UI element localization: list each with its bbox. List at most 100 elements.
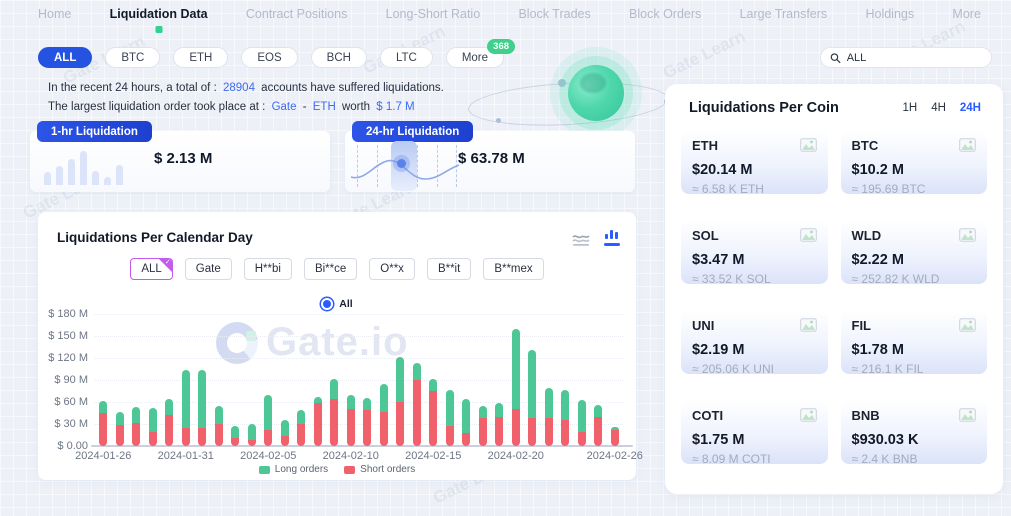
- long-orders-segment: [247, 424, 256, 441]
- exchange-filter-gate[interactable]: Gate✓: [184, 258, 232, 280]
- long-orders-segment: [429, 378, 438, 391]
- coin-amount: ≈ 252.82 K WLD: [851, 272, 940, 286]
- coin-card-bnb[interactable]: BNB $930.03 K ≈ 2.4 K BNB: [840, 400, 987, 466]
- short-orders-segment: [412, 380, 421, 446]
- coin-amount: ≈ 8.09 M COTI: [692, 452, 771, 466]
- coin-card-uni[interactable]: UNI $2.19 M ≈ 205.06 K UNI: [681, 310, 828, 376]
- exchange-filter-all[interactable]: ALL ✓: [130, 258, 173, 280]
- exchange-filter-oxxx[interactable]: O**x✓: [369, 258, 415, 280]
- coin-filter-btc[interactable]: BTC: [105, 47, 161, 68]
- coin-filter-more[interactable]: More 368: [445, 39, 516, 68]
- long-orders-segment: [412, 363, 421, 380]
- coin-symbol: COTI: [692, 408, 724, 423]
- coin-filter-ltc[interactable]: LTC: [379, 47, 433, 68]
- nav-item-contract-positions[interactable]: Contract Positions: [244, 3, 349, 25]
- period-tab-24h[interactable]: 24H: [959, 102, 981, 114]
- long-orders-segment: [346, 394, 355, 410]
- stacked-bar: [561, 390, 570, 446]
- globe-icon: [568, 65, 624, 121]
- long-orders-segment: [231, 426, 240, 438]
- stacked-bar: [99, 400, 108, 446]
- nav-item-liquidation-data[interactable]: Liquidation Data: [108, 3, 210, 33]
- one-hr-liquidation-card: 1-hr Liquidation $ 2.13 M: [30, 121, 330, 192]
- short-orders-segment: [297, 424, 306, 446]
- x-axis-line: [91, 445, 633, 447]
- coin-amount: ≈ 216.1 K FIL: [851, 362, 924, 376]
- summary-worth: worth: [341, 101, 371, 113]
- nav-item-more[interactable]: More: [950, 3, 982, 25]
- liquidated-accounts-count: 28904: [222, 82, 255, 94]
- nav-item-label: Holdings: [865, 7, 915, 21]
- coin-filter-eth[interactable]: ETH: [173, 47, 229, 68]
- long-orders-segment: [181, 369, 190, 428]
- short-orders-segment: [330, 399, 339, 446]
- gridline: [95, 336, 623, 337]
- long-orders-segment: [198, 370, 207, 428]
- coin-filter-bch[interactable]: BCH: [310, 47, 367, 68]
- coin-filter-all[interactable]: ALL: [38, 47, 93, 68]
- stacked-bar: [445, 389, 454, 446]
- exchange-filter-bxxmex[interactable]: B**mex✓: [483, 258, 544, 280]
- radio-icon[interactable]: [321, 298, 334, 310]
- nav-item-home[interactable]: Home: [36, 3, 73, 25]
- coin-card-eth[interactable]: ETH $20.14 M ≈ 6.58 K ETH: [681, 130, 828, 196]
- stacked-bar: [148, 407, 157, 446]
- bar-chart-icon[interactable]: [604, 229, 620, 246]
- coin-filter-eos[interactable]: EOS: [241, 47, 298, 68]
- exchange-filter-bixxce[interactable]: Bi**ce✓: [303, 258, 358, 280]
- orbit-dot: [558, 79, 566, 87]
- period-tab-4h[interactable]: 4H: [931, 102, 946, 114]
- nav-item-block-orders[interactable]: Block Orders: [627, 3, 703, 25]
- stacked-bar: [330, 379, 339, 446]
- coin-symbol: SOL: [692, 228, 719, 243]
- line-chart-icon[interactable]: [572, 233, 590, 246]
- y-axis-tick-label: $ 60 M: [54, 396, 88, 408]
- stacked-bar: [528, 349, 537, 446]
- nav-item-holdings[interactable]: Holdings: [863, 3, 916, 25]
- stacked-bar: [610, 426, 619, 446]
- short-orders-segment: [132, 423, 141, 446]
- largest-order-exchange[interactable]: Gate: [271, 101, 297, 113]
- summary-line1-prefix: In the recent 24 hours, a total of :: [48, 82, 217, 94]
- coin-card-wld[interactable]: WLD $2.22 M ≈ 252.82 K WLD: [840, 220, 987, 286]
- nav-item-label: More: [952, 7, 981, 21]
- image-placeholder-icon: [959, 408, 976, 427]
- x-axis-tick-label: 2024-02-26: [586, 450, 643, 462]
- exchange-filter-row: ALL✓ Gate✓ H**bi✓ Bi**ce✓ O**x✓ B**it✓ B**mex✓: [38, 258, 636, 280]
- legend-label: Long orders: [274, 464, 329, 475]
- exchange-filter-bxxit[interactable]: B**it✓: [426, 258, 472, 280]
- image-placeholder-icon: [799, 408, 817, 427]
- globe-halo: [550, 47, 642, 139]
- stacked-bar: [396, 356, 405, 446]
- x-axis-tick-label: 2024-01-31: [157, 450, 214, 462]
- coin-amount: ≈ 33.52 K SOL: [692, 272, 771, 286]
- largest-order-coin[interactable]: ETH: [312, 101, 336, 113]
- coin-card-fil[interactable]: FIL $1.78 M ≈ 216.1 K FIL: [840, 310, 987, 376]
- coin-card-sol[interactable]: SOL $3.47 M ≈ 33.52 K SOL: [681, 220, 828, 286]
- coin-symbol: UNI: [692, 318, 715, 333]
- nav-item-block-trades[interactable]: Block Trades: [516, 3, 592, 25]
- search-box[interactable]: [820, 47, 992, 68]
- short-orders-segment: [346, 409, 355, 446]
- coin-card-coti[interactable]: COTI $1.75 M ≈ 8.09 M COTI: [681, 400, 828, 466]
- short-orders-segment: [247, 440, 256, 446]
- search-input[interactable]: [846, 51, 982, 64]
- nav-item-large-transfers[interactable]: Large Transfers: [738, 3, 830, 25]
- summary-line2-prefix: The largest liquidation order took place…: [48, 101, 266, 113]
- x-axis-tick-label: 2024-02-05: [240, 450, 297, 462]
- long-orders-segment: [363, 397, 372, 411]
- coin-card-btc[interactable]: BTC $10.2 M ≈ 195.69 BTC: [840, 130, 987, 196]
- coin-amount: ≈ 205.06 K UNI: [692, 362, 774, 376]
- short-orders-segment: [462, 432, 471, 446]
- day-liquidation-label: 24-hr Liquidation: [352, 121, 474, 142]
- nav-item-label: Liquidation Data: [109, 7, 208, 21]
- exchange-filter-hxxbi[interactable]: H**bi✓: [243, 258, 292, 280]
- coin-amount: ≈ 195.69 BTC: [851, 182, 926, 196]
- stacked-bar: [165, 399, 174, 446]
- long-orders-segment: [610, 426, 619, 430]
- nav-item-long-short-ratio[interactable]: Long-Short Ratio: [384, 3, 483, 25]
- legend-item: Short orders: [344, 464, 415, 475]
- coin-usd-value: $10.2 M: [851, 162, 904, 178]
- period-tab-1h[interactable]: 1H: [902, 102, 918, 114]
- image-placeholder-icon: [799, 138, 817, 157]
